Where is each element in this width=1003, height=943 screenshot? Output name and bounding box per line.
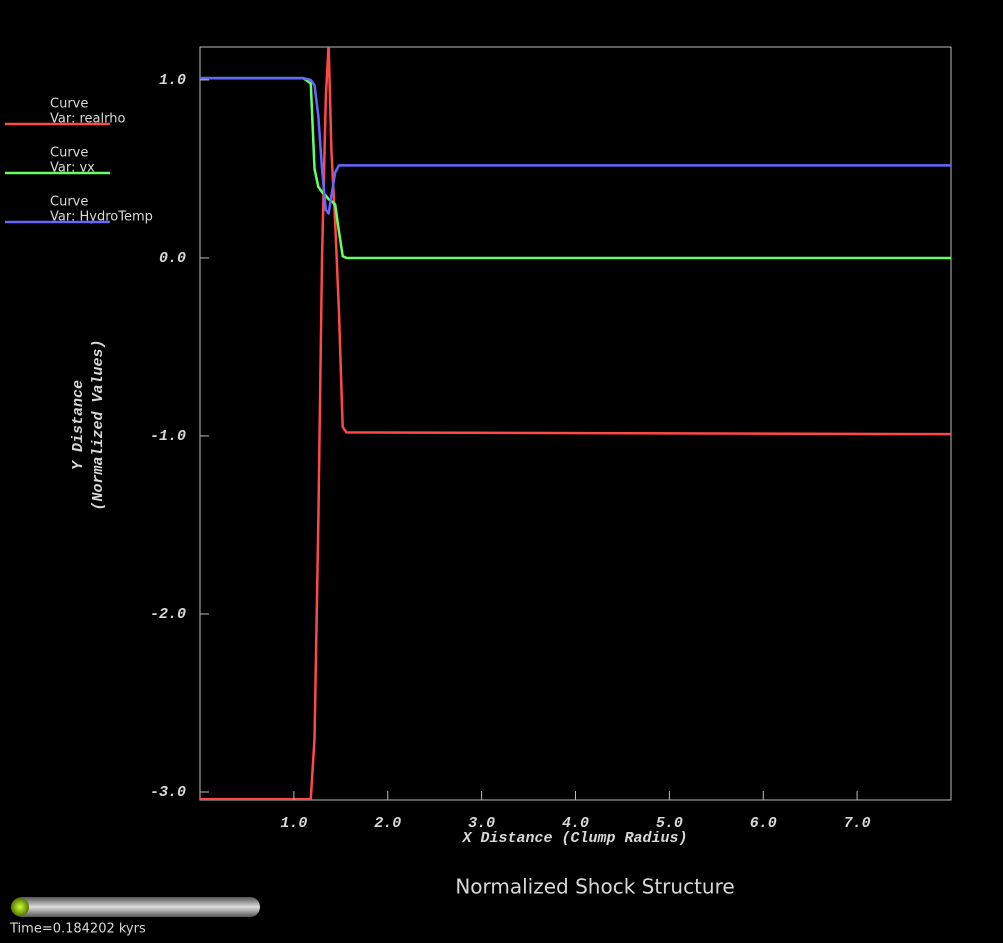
y-axis-label: Y Distance (Normalized Values) bbox=[70, 339, 107, 510]
time-slider-knob bbox=[11, 898, 29, 916]
y-tick-label: 0.0 bbox=[159, 250, 186, 267]
plot-area bbox=[200, 47, 951, 800]
x-tick-label: 7.0 bbox=[844, 815, 871, 832]
x-tick-label: 1.0 bbox=[280, 815, 307, 832]
series-line bbox=[200, 76, 951, 260]
y-axis-label-line: Y Distance bbox=[70, 380, 87, 470]
time-slider bbox=[12, 897, 260, 917]
x-tick-label: 4.0 bbox=[562, 815, 589, 832]
chart-title: Normalized Shock Structure bbox=[455, 875, 734, 899]
plot-frame bbox=[199, 46, 952, 801]
y-tick-label: 1.0 bbox=[159, 72, 186, 89]
y-tick-label: -1.0 bbox=[150, 428, 186, 445]
x-tick-label: 5.0 bbox=[656, 815, 683, 832]
x-axis-label: X Distance (Clump Radius) bbox=[461, 830, 687, 847]
x-tick-label: 6.0 bbox=[750, 815, 777, 832]
x-tick-label: 3.0 bbox=[468, 815, 495, 832]
legend-plot-type: Curve bbox=[50, 195, 88, 210]
legend-plot-type: Curve bbox=[50, 146, 88, 161]
legend-plot-type: Curve bbox=[50, 97, 88, 112]
y-axis-label-line: (Normalized Values) bbox=[90, 339, 107, 510]
series-line bbox=[200, 47, 951, 800]
series-line bbox=[200, 76, 951, 215]
y-tick-label: -3.0 bbox=[150, 784, 186, 801]
y-tick-label: -2.0 bbox=[150, 606, 186, 623]
time-label: Time=0.184202 kyrs bbox=[9, 922, 146, 937]
x-tick-label: 2.0 bbox=[374, 815, 401, 832]
